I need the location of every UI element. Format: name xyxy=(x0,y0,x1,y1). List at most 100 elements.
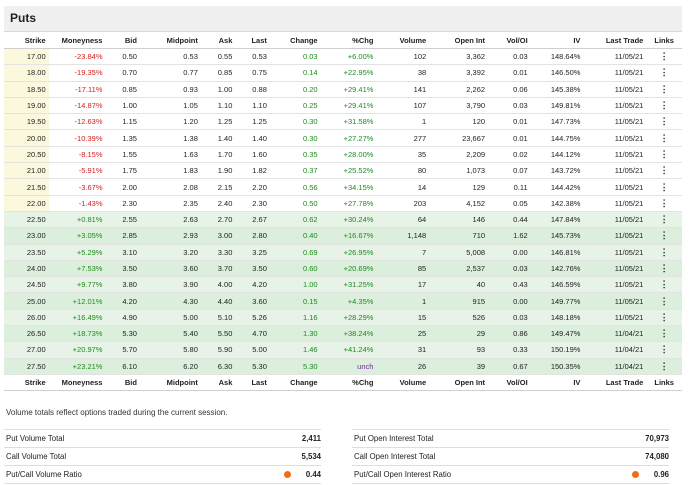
vol-oi-cell: 0.07 xyxy=(488,162,531,180)
pct-change-cell: unch xyxy=(320,358,377,375)
moneyness-cell: +5.29% xyxy=(48,244,106,261)
col-openint-header[interactable]: Open Int xyxy=(429,33,489,49)
pct-change-cell: +34.15% xyxy=(320,178,377,196)
last-trade-cell: 11/05/21 xyxy=(583,113,647,131)
row-menu-icon[interactable]: ⋮ xyxy=(646,81,682,98)
col-ask-footer[interactable]: Ask xyxy=(200,373,236,391)
ask-cell: 2.15 xyxy=(200,178,236,196)
row-menu-icon[interactable]: ⋮ xyxy=(646,129,682,147)
moneyness-cell: +7.53% xyxy=(48,260,106,278)
row-menu-icon[interactable]: ⋮ xyxy=(646,309,682,327)
table-row: 20.50 -8.15% 1.55 1.63 1.70 1.60 0.35 +28.00% 35… xyxy=(4,146,682,164)
row-menu-icon[interactable]: ⋮ xyxy=(646,97,682,115)
vol-oi-cell: 0.05 xyxy=(488,195,531,212)
col-bid-footer[interactable]: Bid xyxy=(105,373,140,391)
iv-cell: 142.38% xyxy=(530,195,584,212)
row-menu-icon[interactable]: ⋮ xyxy=(646,325,682,343)
last-trade-cell: 11/05/21 xyxy=(583,146,647,164)
vol-oi-cell: 0.03 xyxy=(488,97,531,115)
last-cell: 4.20 xyxy=(235,276,270,294)
col-openint-footer[interactable]: Open Int xyxy=(429,373,489,391)
row-menu-icon[interactable]: ⋮ xyxy=(646,146,682,164)
col-lasttrade-header[interactable]: Last Trade xyxy=(583,33,647,49)
strike-cell: 19.50 xyxy=(4,113,49,131)
change-cell: 1.30 xyxy=(269,325,321,343)
col-change-header[interactable]: Change xyxy=(269,33,321,49)
volume-cell: 25 xyxy=(376,325,430,343)
row-menu-icon[interactable]: ⋮ xyxy=(646,178,682,196)
col-bid-header[interactable]: Bid xyxy=(105,33,140,49)
col-voloi-footer[interactable]: Vol/OI xyxy=(488,373,531,391)
col-last-footer[interactable]: Last xyxy=(235,373,270,391)
row-menu-icon[interactable]: ⋮ xyxy=(646,211,682,229)
col-iv-header[interactable]: IV xyxy=(530,33,584,49)
last-trade-cell: 11/05/21 xyxy=(583,244,647,261)
pct-change-cell: +38.24% xyxy=(320,325,377,343)
row-menu-icon[interactable]: ⋮ xyxy=(646,113,682,131)
row-menu-icon[interactable]: ⋮ xyxy=(646,227,682,245)
volume-cell: 1 xyxy=(376,113,430,131)
col-links-header: Links xyxy=(646,33,682,49)
ask-cell: 5.10 xyxy=(200,309,236,327)
vol-oi-cell: 0.00 xyxy=(488,292,531,310)
col-volume-header[interactable]: Volume xyxy=(376,33,430,49)
pct-change-cell: +28.00% xyxy=(320,146,377,164)
row-menu-icon[interactable]: ⋮ xyxy=(646,64,682,82)
ratio-indicator-icon xyxy=(284,471,291,478)
put-volume-total-label: Put Volume Total xyxy=(6,434,65,443)
moneyness-cell: +16.49% xyxy=(48,309,106,327)
bid-cell: 1.55 xyxy=(105,146,140,164)
ask-cell: 1.70 xyxy=(200,146,236,164)
midpoint-cell: 2.35 xyxy=(139,195,201,212)
col-ask-header[interactable]: Ask xyxy=(200,33,236,49)
table-body: 17.00 -23.84% 0.50 0.53 0.55 0.53 0.03 +6.00% 10… xyxy=(4,48,682,375)
midpoint-cell: 1.83 xyxy=(139,162,201,180)
col-midpoint-footer[interactable]: Midpoint xyxy=(139,373,201,391)
row-menu-icon[interactable]: ⋮ xyxy=(646,276,682,294)
strike-cell: 27.00 xyxy=(4,341,49,359)
col-strike-footer[interactable]: Strike xyxy=(4,373,49,391)
last-cell: 3.60 xyxy=(235,292,270,310)
open-interest-cell: 5,008 xyxy=(429,244,489,261)
row-menu-icon[interactable]: ⋮ xyxy=(646,260,682,278)
strike-cell: 24.50 xyxy=(4,276,49,294)
iv-cell: 146.59% xyxy=(530,276,584,294)
col-last-header[interactable]: Last xyxy=(235,33,270,49)
col-iv-footer[interactable]: IV xyxy=(530,373,584,391)
col-pctchg-header[interactable]: %Chg xyxy=(320,33,377,49)
iv-cell: 150.19% xyxy=(530,341,584,359)
row-menu-icon[interactable]: ⋮ xyxy=(646,358,682,375)
change-cell: 0.62 xyxy=(269,211,321,229)
strike-cell: 23.00 xyxy=(4,227,49,245)
midpoint-cell: 5.00 xyxy=(139,309,201,327)
col-moneyness-header[interactable]: Moneyness xyxy=(48,33,106,49)
row-menu-icon[interactable]: ⋮ xyxy=(646,244,682,261)
col-lasttrade-footer[interactable]: Last Trade xyxy=(583,373,647,391)
open-interest-cell: 4,152 xyxy=(429,195,489,212)
vol-oi-cell: 0.86 xyxy=(488,325,531,343)
col-volume-footer[interactable]: Volume xyxy=(376,373,430,391)
pct-change-cell: +29.41% xyxy=(320,81,377,98)
row-menu-icon[interactable]: ⋮ xyxy=(646,195,682,212)
bid-cell: 0.50 xyxy=(105,48,140,66)
row-menu-icon[interactable]: ⋮ xyxy=(646,162,682,180)
moneyness-cell: +3.05% xyxy=(48,227,106,245)
strike-cell: 20.50 xyxy=(4,146,49,164)
iv-cell: 146.50% xyxy=(530,64,584,82)
row-menu-icon[interactable]: ⋮ xyxy=(646,341,682,359)
col-pctchg-footer[interactable]: %Chg xyxy=(320,373,377,391)
volume-cell: 15 xyxy=(376,309,430,327)
page-title: Puts xyxy=(10,11,37,25)
col-moneyness-footer[interactable]: Moneyness xyxy=(48,373,106,391)
volume-cell: 80 xyxy=(376,162,430,180)
row-menu-icon[interactable]: ⋮ xyxy=(646,292,682,310)
pct-change-cell: +28.29% xyxy=(320,309,377,327)
col-strike-header[interactable]: Strike xyxy=(4,33,49,49)
midpoint-cell: 1.05 xyxy=(139,97,201,115)
iv-cell: 144.42% xyxy=(530,178,584,196)
col-voloi-header[interactable]: Vol/OI xyxy=(488,33,531,49)
strike-cell: 23.50 xyxy=(4,244,49,261)
col-change-footer[interactable]: Change xyxy=(269,373,321,391)
col-midpoint-header[interactable]: Midpoint xyxy=(139,33,201,49)
row-menu-icon[interactable]: ⋮ xyxy=(646,48,682,66)
